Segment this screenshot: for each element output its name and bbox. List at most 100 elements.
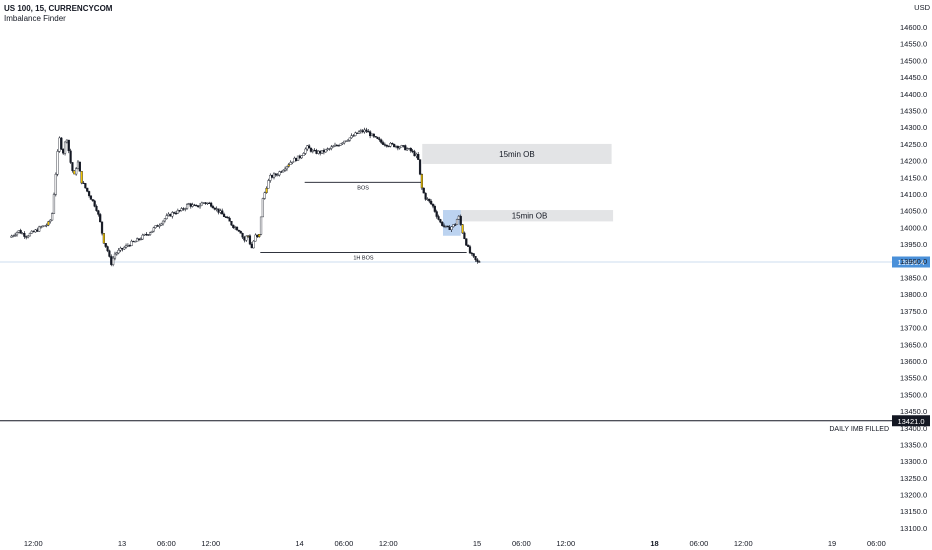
y-tick-label: 14250.0: [900, 140, 927, 149]
y-tick-label: 13500.0: [900, 390, 927, 399]
candle: [69, 150, 72, 163]
candle: [465, 238, 468, 246]
candle: [467, 245, 470, 247]
candle: [52, 194, 56, 214]
candle: [86, 187, 89, 192]
y-tick-label: 13250.0: [900, 474, 927, 483]
candle: [63, 141, 67, 154]
candle: [143, 233, 146, 236]
candle: [158, 225, 161, 227]
y-tick-label: 14050.0: [900, 207, 927, 216]
candle: [283, 168, 287, 171]
candle: [130, 240, 133, 246]
candle: [38, 226, 41, 232]
candle: [67, 139, 70, 152]
y-tick-label: 13750.0: [900, 307, 927, 316]
candle: [326, 148, 329, 150]
candle: [210, 202, 213, 207]
candle: [108, 250, 111, 257]
axis-currency: USD: [914, 3, 930, 12]
candle: [87, 191, 91, 196]
candle: [95, 206, 98, 211]
candle: [191, 204, 194, 207]
candle: [357, 131, 361, 134]
candle: [187, 203, 191, 205]
candle: [430, 200, 433, 205]
y-tick-label: 13900.0: [900, 257, 927, 266]
candle: [123, 247, 126, 250]
candle: [455, 219, 459, 225]
y-tick-label: 13700.0: [900, 324, 927, 333]
candle: [91, 199, 94, 202]
candle: [110, 256, 113, 265]
candle: [45, 224, 48, 227]
y-tick-label: 14400.0: [900, 90, 927, 99]
candle: [369, 131, 372, 137]
candle: [468, 246, 472, 254]
candle: [263, 192, 266, 199]
candle: [241, 233, 244, 238]
candle: [442, 225, 446, 227]
candle: [311, 150, 314, 152]
order-block-zone: [445, 210, 614, 222]
candle: [198, 205, 202, 208]
candle: [106, 246, 109, 252]
candle: [446, 225, 449, 228]
candle: [141, 234, 144, 240]
candle: [435, 211, 438, 217]
candle: [433, 206, 436, 212]
candle: [387, 145, 390, 148]
candle: [32, 230, 35, 233]
x-tick-label: 19: [828, 539, 836, 548]
candle: [383, 144, 387, 146]
candle: [418, 159, 422, 175]
candle: [258, 234, 261, 238]
candle: [176, 210, 179, 214]
candle: [306, 145, 309, 150]
order-block-zone: [442, 210, 461, 236]
candle: [56, 151, 59, 175]
y-tick-label: 14350.0: [900, 107, 927, 116]
candle: [261, 198, 264, 218]
candle: [73, 170, 76, 175]
candle: [285, 166, 289, 170]
candle: [335, 144, 338, 147]
candle: [213, 207, 216, 210]
zone-label: 15min OB: [499, 150, 535, 159]
candle: [97, 210, 100, 215]
candle: [309, 147, 313, 152]
indicator-label[interactable]: Imbalance Finder: [4, 14, 66, 23]
candle: [49, 219, 52, 222]
candle: [372, 133, 375, 137]
candle: [174, 212, 178, 215]
candle: [41, 225, 44, 228]
x-tick-label: 06:00: [157, 539, 176, 548]
candle: [322, 150, 326, 153]
candle: [370, 133, 374, 137]
candle: [147, 234, 150, 236]
candle: [324, 149, 327, 153]
candle: [376, 136, 379, 139]
candle: [80, 171, 83, 184]
candle: [21, 233, 24, 235]
candle: [265, 188, 268, 193]
candle: [417, 154, 420, 160]
candle: [221, 210, 224, 215]
candle: [134, 241, 137, 243]
candle: [413, 151, 416, 157]
candle: [17, 230, 20, 233]
candle: [202, 202, 205, 204]
candle: [34, 229, 37, 233]
candle: [19, 230, 22, 234]
symbol-title[interactable]: US 100, 15, CURRENCYCOM: [4, 4, 113, 13]
candle: [396, 145, 399, 149]
y-tick-label: 13300.0: [900, 457, 927, 466]
x-tick-label: 13: [118, 539, 126, 548]
candle: [237, 229, 240, 232]
candle: [82, 182, 85, 185]
candle: [470, 252, 473, 255]
candle: [381, 142, 385, 145]
candle: [208, 202, 211, 205]
candle: [149, 232, 152, 235]
